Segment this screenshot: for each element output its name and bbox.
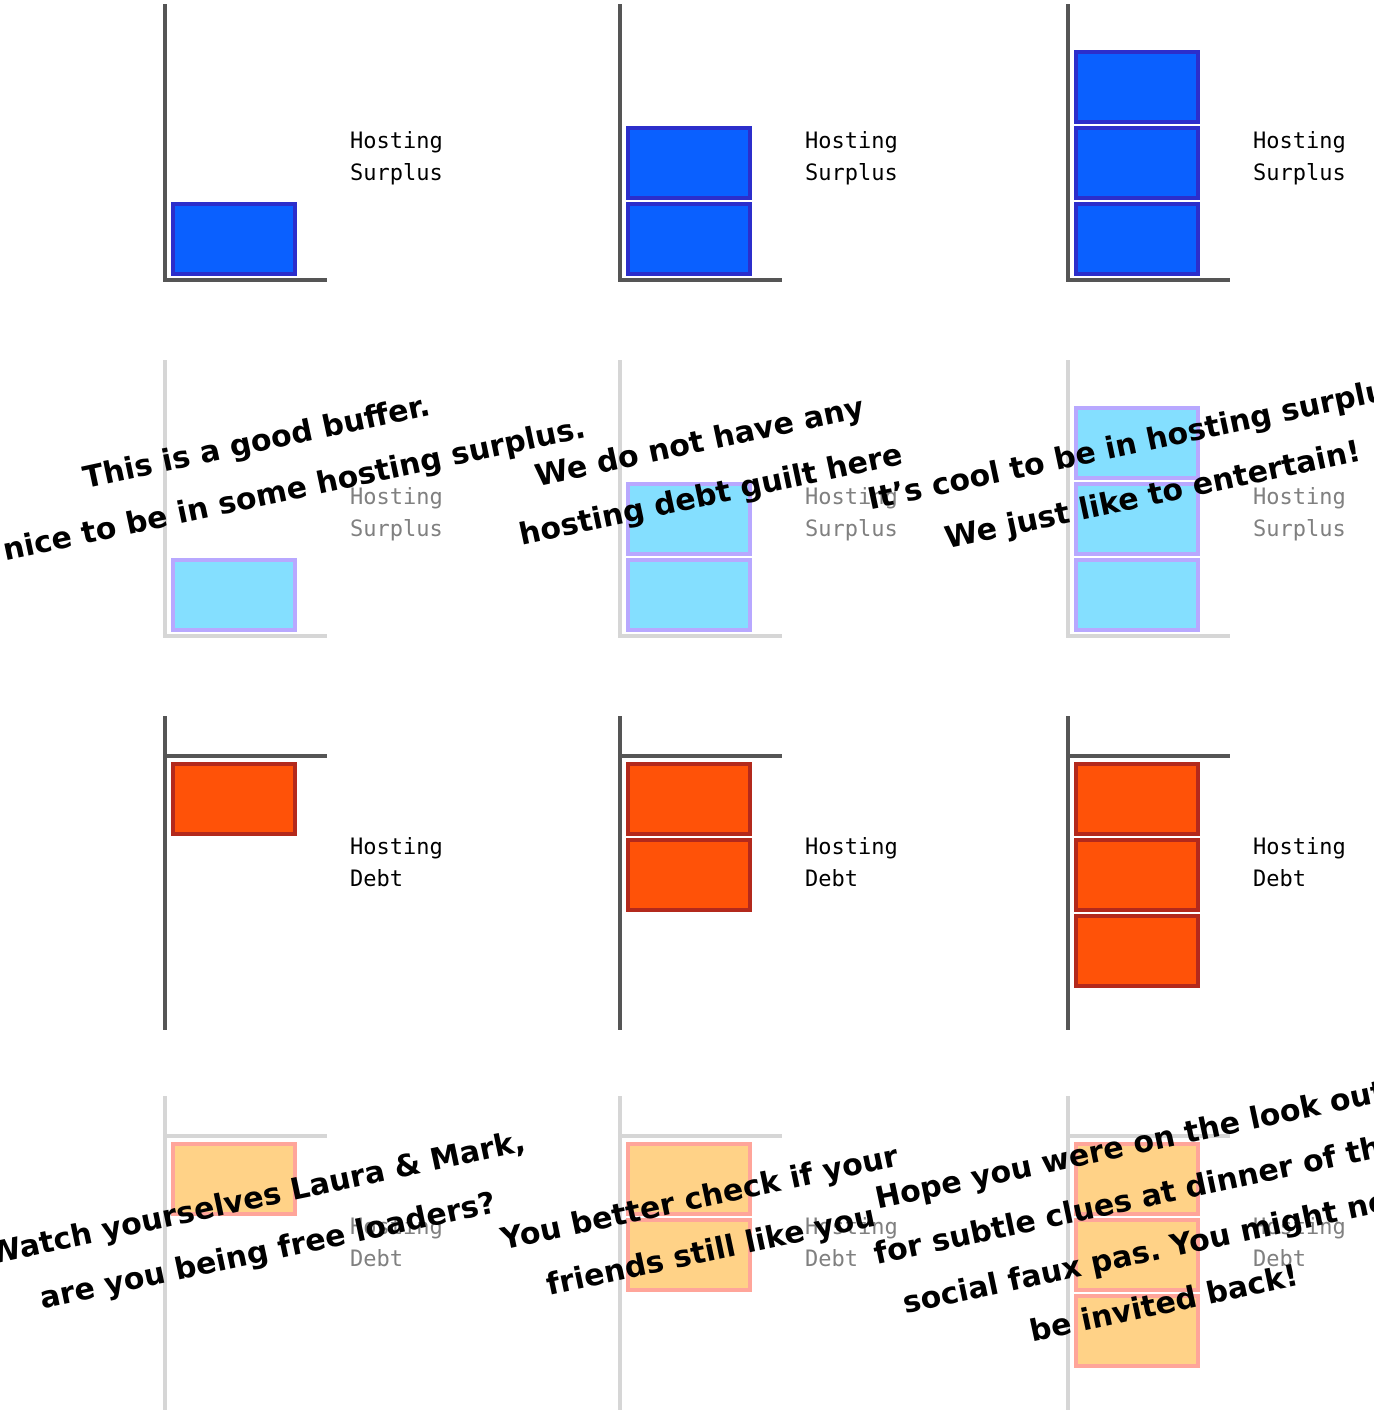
series-label-line2: Surplus <box>350 161 443 186</box>
caption: This is a good buffer.Its nice to be in … <box>0 388 588 579</box>
surplus-bar-block <box>626 126 752 200</box>
debt-bar-block <box>626 1218 752 1292</box>
series-label-line2: Debt <box>805 1247 858 1272</box>
series-label-line1: Hosting <box>1253 1215 1346 1240</box>
surplus-bar-block <box>626 558 752 632</box>
surplus-bar-block <box>1074 202 1200 276</box>
series-label-line1: Hosting <box>805 129 898 154</box>
series-label-line1: Hosting <box>805 485 898 510</box>
debt-bar-block <box>626 1142 752 1216</box>
debt-bar-block <box>1074 1218 1200 1292</box>
surplus-bar-block <box>1074 126 1200 200</box>
series-label-line1: Hosting <box>1253 129 1346 154</box>
series-label-line1: Hosting <box>350 485 443 510</box>
debt-bar-block <box>1074 1294 1200 1368</box>
chart-panel-1: Hosting Surplus <box>163 4 443 282</box>
debt-bar-block <box>1074 1142 1200 1216</box>
surplus-bar-block <box>1074 558 1200 632</box>
chart-panel-7: Hosting Debt <box>163 716 443 1030</box>
surplus-bar-block <box>171 558 297 632</box>
series-label-line2: Surplus <box>805 161 898 186</box>
series-label-line1: Hosting <box>350 129 443 154</box>
chart-panel-3: Hosting Surplus <box>1066 4 1346 282</box>
surplus-bar-block <box>1074 50 1200 124</box>
surplus-bar-block <box>1074 406 1200 480</box>
series-label-line1: Hosting <box>350 1215 443 1240</box>
series-label-line2: Surplus <box>1253 161 1346 186</box>
debt-bar-block <box>1074 914 1200 988</box>
chart-panel-9: Hosting Debt <box>1066 716 1346 1030</box>
series-label-line1: Hosting <box>805 1215 898 1240</box>
series-label-line2: Debt <box>1253 1247 1306 1272</box>
series-label-line1: Hosting <box>805 835 898 860</box>
series-label-line2: Debt <box>350 867 403 892</box>
debt-bar-block <box>626 762 752 836</box>
debt-bar-block <box>626 838 752 912</box>
series-label-line2: Debt <box>350 1247 403 1272</box>
series-label-line2: Debt <box>805 867 858 892</box>
debt-bar-block <box>171 762 297 836</box>
series-label-line1: Hosting <box>1253 485 1346 510</box>
debt-bar-block <box>1074 838 1200 912</box>
surplus-bar-block <box>626 482 752 556</box>
debt-bar-block <box>1074 762 1200 836</box>
debt-bar-block <box>171 1142 297 1216</box>
surplus-bar-block <box>626 202 752 276</box>
series-label-line2: Debt <box>1253 867 1306 892</box>
series-label-line2: Surplus <box>805 517 898 542</box>
series-label-line2: Surplus <box>1253 517 1346 542</box>
chart-panel-2: Hosting Surplus <box>618 4 898 282</box>
surplus-bar-block <box>1074 482 1200 556</box>
series-label-line2: Surplus <box>350 517 443 542</box>
series-label-line1: Hosting <box>1253 835 1346 860</box>
chart-panel-8: Hosting Debt <box>618 716 898 1030</box>
series-label-line1: Hosting <box>350 835 443 860</box>
surplus-bar-block <box>171 202 297 276</box>
